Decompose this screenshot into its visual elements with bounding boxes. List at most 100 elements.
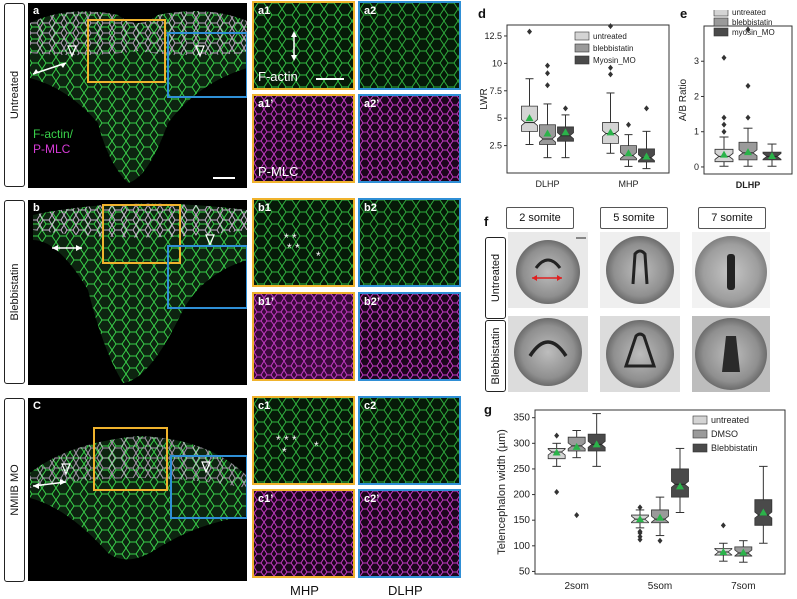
- legend-label: untreated: [732, 10, 766, 17]
- outlier-point: [657, 537, 663, 544]
- y-tick-label: 350: [513, 413, 530, 424]
- zoom-panel-b2: b2: [358, 198, 461, 287]
- y-axis-label: LWR: [479, 88, 490, 109]
- legend-label: untreated: [711, 415, 749, 425]
- mean-marker: [572, 442, 581, 450]
- legend-swatch: [574, 43, 590, 53]
- mean-marker: [676, 482, 684, 490]
- panel-label-b1: b1: [258, 202, 271, 214]
- tissue-shape-b: [33, 203, 247, 383]
- legend-swatch: [692, 443, 708, 453]
- tissue-shape-a: [30, 11, 247, 184]
- y-tick-label: 2.5: [489, 141, 502, 151]
- x-tick-label: MHP: [619, 179, 639, 189]
- column-label-mhp: MHP: [290, 583, 319, 598]
- y-tick-label: 12.5: [484, 31, 502, 41]
- outlier-point: [637, 536, 643, 543]
- row-label-blebbistatin: Blebbistatin: [4, 200, 25, 384]
- stain-label-factin: F-actin/: [33, 127, 74, 141]
- mean-marker: [606, 128, 615, 136]
- outlier-point: [637, 528, 643, 535]
- legend-swatch: [574, 31, 590, 41]
- mean-marker: [719, 547, 728, 555]
- plot-frame: [703, 25, 793, 175]
- y-tick-label: 200: [513, 490, 530, 501]
- legend-label: myosin_MO: [732, 28, 775, 37]
- panel-label-a1-prime: a1’: [258, 98, 274, 110]
- svg-text:* *: * *: [287, 241, 300, 255]
- outlier-point: [637, 504, 643, 511]
- x-tick-label: DLHP: [736, 180, 761, 190]
- chart-d: 2.5 5 7.5 10 12.5 LWR DLHP MHP untreated blebbist…: [479, 23, 670, 189]
- mean-marker: [744, 148, 752, 156]
- y-tick-label: 100: [513, 541, 530, 552]
- panel-label-g: g: [484, 402, 492, 417]
- panel-label-a2-prime: a2’: [364, 98, 380, 110]
- micrograph-a: a F-actin/ P-MLC: [28, 3, 247, 188]
- panel-label-b2-prime: b2’: [364, 296, 380, 308]
- mean-marker: [739, 548, 748, 556]
- y-tick-label: 50: [519, 566, 531, 577]
- panel-label-a2: a2: [364, 5, 377, 17]
- zoom-panel-c1-prime: c1’: [252, 489, 355, 578]
- outlier-point: [554, 432, 560, 439]
- panel-label-f: f: [484, 214, 489, 229]
- outlier-point: [608, 71, 613, 78]
- header-7-somite: 7 somite: [698, 207, 766, 229]
- y-tick-label: 10: [492, 58, 502, 68]
- row-label-untreated: Untreated: [4, 3, 25, 187]
- y-axis-label: Telencephalon width (µm): [496, 429, 508, 555]
- mean-marker: [552, 448, 561, 456]
- outlier-point: [574, 512, 580, 519]
- legend-swatch: [692, 429, 708, 439]
- legend-label: DMSO: [711, 429, 738, 439]
- y-tick-label: 1: [694, 127, 699, 137]
- outlier-point: [644, 105, 649, 112]
- mean-marker: [768, 152, 776, 160]
- column-label-dlhp: DLHP: [388, 583, 423, 598]
- f-row-label-blebbistatin: Blebbistatin: [485, 320, 506, 392]
- zoom-panel-a2-prime: a2’: [358, 94, 461, 183]
- svg-text:*: *: [314, 439, 319, 453]
- svg-text:*: *: [282, 445, 287, 459]
- outlier-point: [563, 105, 568, 112]
- legend-swatch: [713, 17, 729, 27]
- svg-text:* *: * *: [284, 231, 297, 245]
- panel-label-b2: b2: [364, 202, 377, 214]
- x-tick-label: 5som: [648, 581, 672, 592]
- outlier-point: [745, 26, 751, 33]
- legend-label: Blebbistatin: [711, 443, 758, 453]
- y-tick-label: 2: [694, 91, 699, 101]
- mean-marker: [624, 149, 633, 157]
- panel-label-e: e: [680, 6, 688, 21]
- zoom-panel-b1: * * * * * b1: [252, 198, 355, 287]
- zoom-panel-a1: a1 F-actin: [252, 1, 355, 90]
- tissue-shape-c: [30, 427, 247, 560]
- legend-swatch: [574, 55, 590, 65]
- outlier-point: [720, 522, 726, 529]
- micrograph-c: C: [28, 398, 247, 581]
- outlier-point: [545, 70, 550, 77]
- y-tick-label: 5: [497, 113, 502, 123]
- legend-label: untreated: [593, 32, 627, 41]
- outlier-point: [721, 121, 727, 128]
- chart-g: 50 100 150 200 250 300 350 Telencephalon width …: [496, 409, 786, 592]
- outlier-point: [527, 28, 532, 35]
- y-tick-label: 7.5: [489, 86, 502, 96]
- outlier-point: [545, 82, 550, 89]
- svg-text:*: *: [316, 249, 321, 263]
- mean-marker: [525, 114, 534, 122]
- panel-label-c2-prime: c2’: [364, 493, 380, 505]
- plot-frame: [506, 24, 670, 174]
- mean-marker: [642, 152, 651, 160]
- zoom-panel-c1: * * * * * c1: [252, 396, 355, 485]
- zoom-panel-c2-prime: c2’: [358, 489, 461, 578]
- zoom-panel-a2: a2: [358, 1, 461, 90]
- y-axis-label: A/B Ratio: [678, 78, 689, 121]
- x-tick-label: 7som: [731, 581, 755, 592]
- panel-label-c: C: [33, 400, 41, 412]
- outlier-point: [608, 64, 613, 71]
- panel-label-c1-prime: c1’: [258, 493, 274, 505]
- zoom-panel-c2: c2: [358, 396, 461, 485]
- micrograph-b: b: [28, 200, 247, 385]
